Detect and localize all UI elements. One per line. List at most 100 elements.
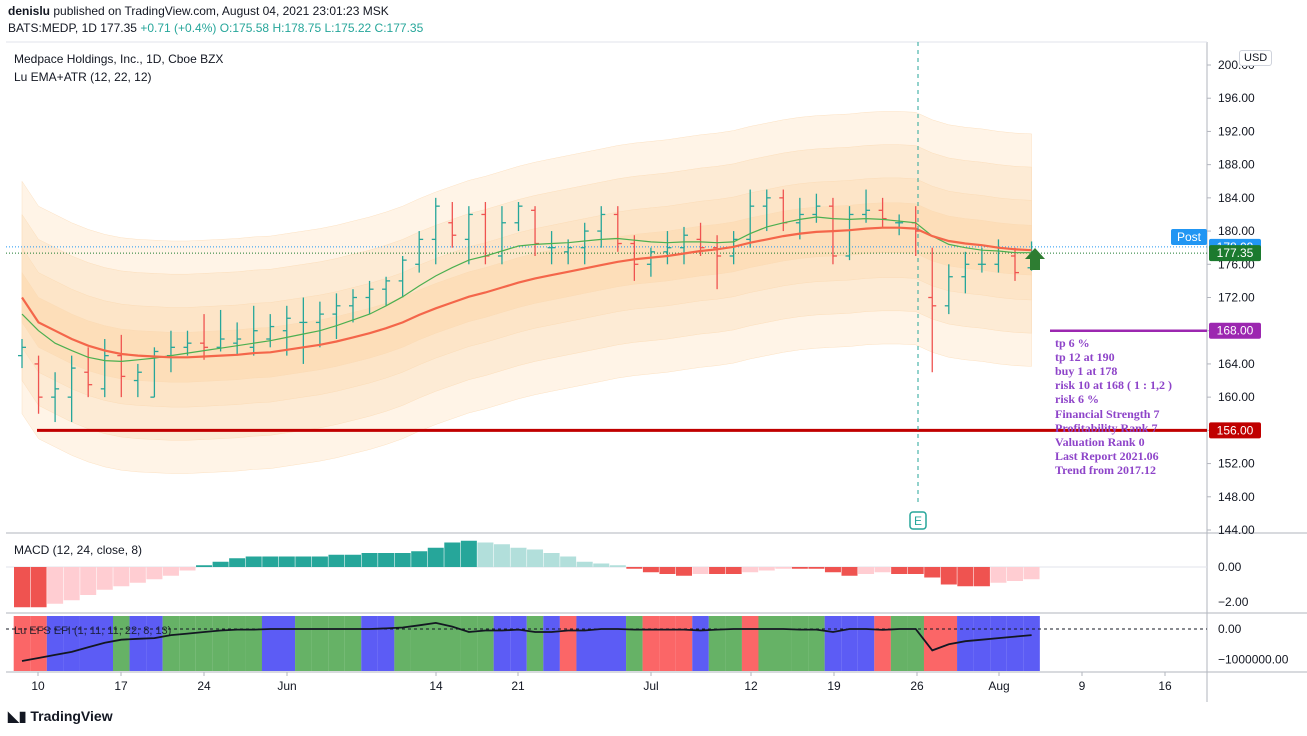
price-tick-label: 148.00 <box>1218 490 1255 504</box>
macd-histogram-bar <box>477 542 494 567</box>
macd-histogram-bar <box>576 561 593 567</box>
efi-regime-block <box>394 616 411 671</box>
macd-histogram-bar <box>278 556 295 567</box>
macd-histogram-bar <box>593 563 610 567</box>
strategy-note: tp 6 % <box>1055 336 1090 350</box>
ohlc-bar <box>448 202 457 248</box>
macd-histogram-bar <box>808 567 825 569</box>
macd-tick-label: −2.00 <box>1218 595 1249 609</box>
tradingview-logo[interactable]: ◣▮ TradingView <box>8 708 113 725</box>
time-tick-label: 10 <box>31 679 45 693</box>
ohlc-bar <box>663 231 672 265</box>
macd-tick-label: 0.00 <box>1218 560 1242 574</box>
price-tick-label: 172.00 <box>1218 291 1255 305</box>
macd-histogram-bar <box>791 567 808 569</box>
efi-regime-block <box>444 616 461 671</box>
macd-histogram-bar <box>543 553 560 567</box>
time-tick-label: 26 <box>910 679 924 693</box>
time-tick-label: 16 <box>1158 679 1172 693</box>
macd-histogram-bar <box>527 549 544 567</box>
ohlc-bar <box>812 193 821 223</box>
efi-regime-block <box>46 616 64 671</box>
ohlc-bar <box>349 289 357 323</box>
price-change: +0.71 (+0.4%) <box>140 21 217 35</box>
macd-histogram-bar <box>907 567 924 574</box>
ohlc-bar <box>895 214 904 236</box>
ohlc-bar <box>117 334 126 398</box>
macd-histogram-bar <box>378 553 395 567</box>
efi-regime-block <box>295 616 312 671</box>
efi-regime-block <box>592 616 610 671</box>
ohlc-bar <box>713 235 722 290</box>
macd-histogram-bar <box>311 556 328 567</box>
indicator-label: Lu EMA+ATR (12, 22, 12) <box>14 70 152 84</box>
macd-histogram-bar <box>212 561 229 567</box>
ohlc-bar <box>332 293 341 340</box>
macd-histogram-bar <box>957 567 974 587</box>
macd-histogram-bar <box>427 547 444 567</box>
ohlc-bar <box>382 276 391 306</box>
macd-histogram-bar <box>874 567 891 573</box>
efi-regime-block <box>957 616 974 671</box>
ohlc-bar <box>266 314 275 348</box>
efi-regime-block <box>344 616 362 671</box>
ema-fast-line <box>21 216 1032 363</box>
efi-regime-block <box>477 616 494 671</box>
strategy-note: Trend from 2017.12 <box>1055 462 1156 477</box>
price-tick-label: 164.00 <box>1218 357 1255 371</box>
efi-tick-label: −1000000.00 <box>1218 653 1289 667</box>
efi-regime-block <box>146 616 163 671</box>
ohlc-bar <box>845 206 854 261</box>
macd-histogram-bar <box>626 567 643 569</box>
macd-histogram-bar <box>659 567 676 574</box>
strategy-note: buy 1 at 178 <box>1055 364 1118 379</box>
efi-regime-block <box>559 616 577 671</box>
efi-regime-block <box>113 616 130 671</box>
macd-histogram-bar <box>924 567 941 578</box>
logo-icon: ◣▮ <box>8 708 31 724</box>
ohlc-bar <box>315 301 324 348</box>
strategy-note: risk 6 % <box>1055 392 1100 407</box>
symbol: BATS:MEDP, 1D <box>8 21 97 35</box>
macd-histogram-bar <box>361 553 378 567</box>
ohlc-bar <box>977 247 986 273</box>
macd-histogram-bar <box>63 567 80 601</box>
macd-histogram-bar <box>328 554 345 567</box>
macd-histogram-bar <box>692 567 709 574</box>
macd-histogram-bar <box>113 567 130 587</box>
efi-regime-block <box>841 616 858 671</box>
efi-regime-block <box>510 616 527 671</box>
time-tick-label: 14 <box>429 679 443 693</box>
chart-title: Medpace Holdings, Inc., 1D, Cboe BZX <box>14 52 224 66</box>
publisher-line: denislu published on TradingView.com, Au… <box>8 4 389 18</box>
ohlc-bar <box>878 197 887 227</box>
publisher-name[interactable]: denislu <box>8 4 51 18</box>
efi-regime-block <box>708 616 726 671</box>
ohlc-bar <box>18 339 26 369</box>
macd-histogram-bar <box>676 567 692 576</box>
efi-regime-block <box>626 616 643 671</box>
price-tag-tp <box>1209 322 1261 339</box>
efi-regime-block <box>410 616 428 671</box>
efi-regime-block <box>609 616 627 671</box>
efi-regime-block <box>990 616 1007 671</box>
strategy-note: Financial Strength 7 <box>1055 406 1160 421</box>
post-market-label: Post <box>1171 229 1208 245</box>
macd-histogram-bar <box>262 556 279 567</box>
macd-histogram-bar <box>30 567 47 608</box>
time-tick-label: 19 <box>827 679 841 693</box>
efi-regime-block <box>361 616 378 671</box>
price-tag-label-tp: 168.00 <box>1217 324 1254 338</box>
ohlc-bar <box>133 363 142 398</box>
ohlc-bar <box>200 314 209 360</box>
ohlc-bar <box>597 206 606 248</box>
macd-histogram-bar <box>229 558 246 567</box>
price-tick-label: 188.00 <box>1218 158 1255 172</box>
efi-regime-block <box>659 616 676 671</box>
currency-button[interactable]: USD <box>1239 50 1273 66</box>
ohlc-bar <box>183 330 192 356</box>
efi-regime-block <box>526 616 544 671</box>
strategy-note: Profitability Rank 7 <box>1055 420 1158 435</box>
ohlc-bar <box>216 309 225 352</box>
